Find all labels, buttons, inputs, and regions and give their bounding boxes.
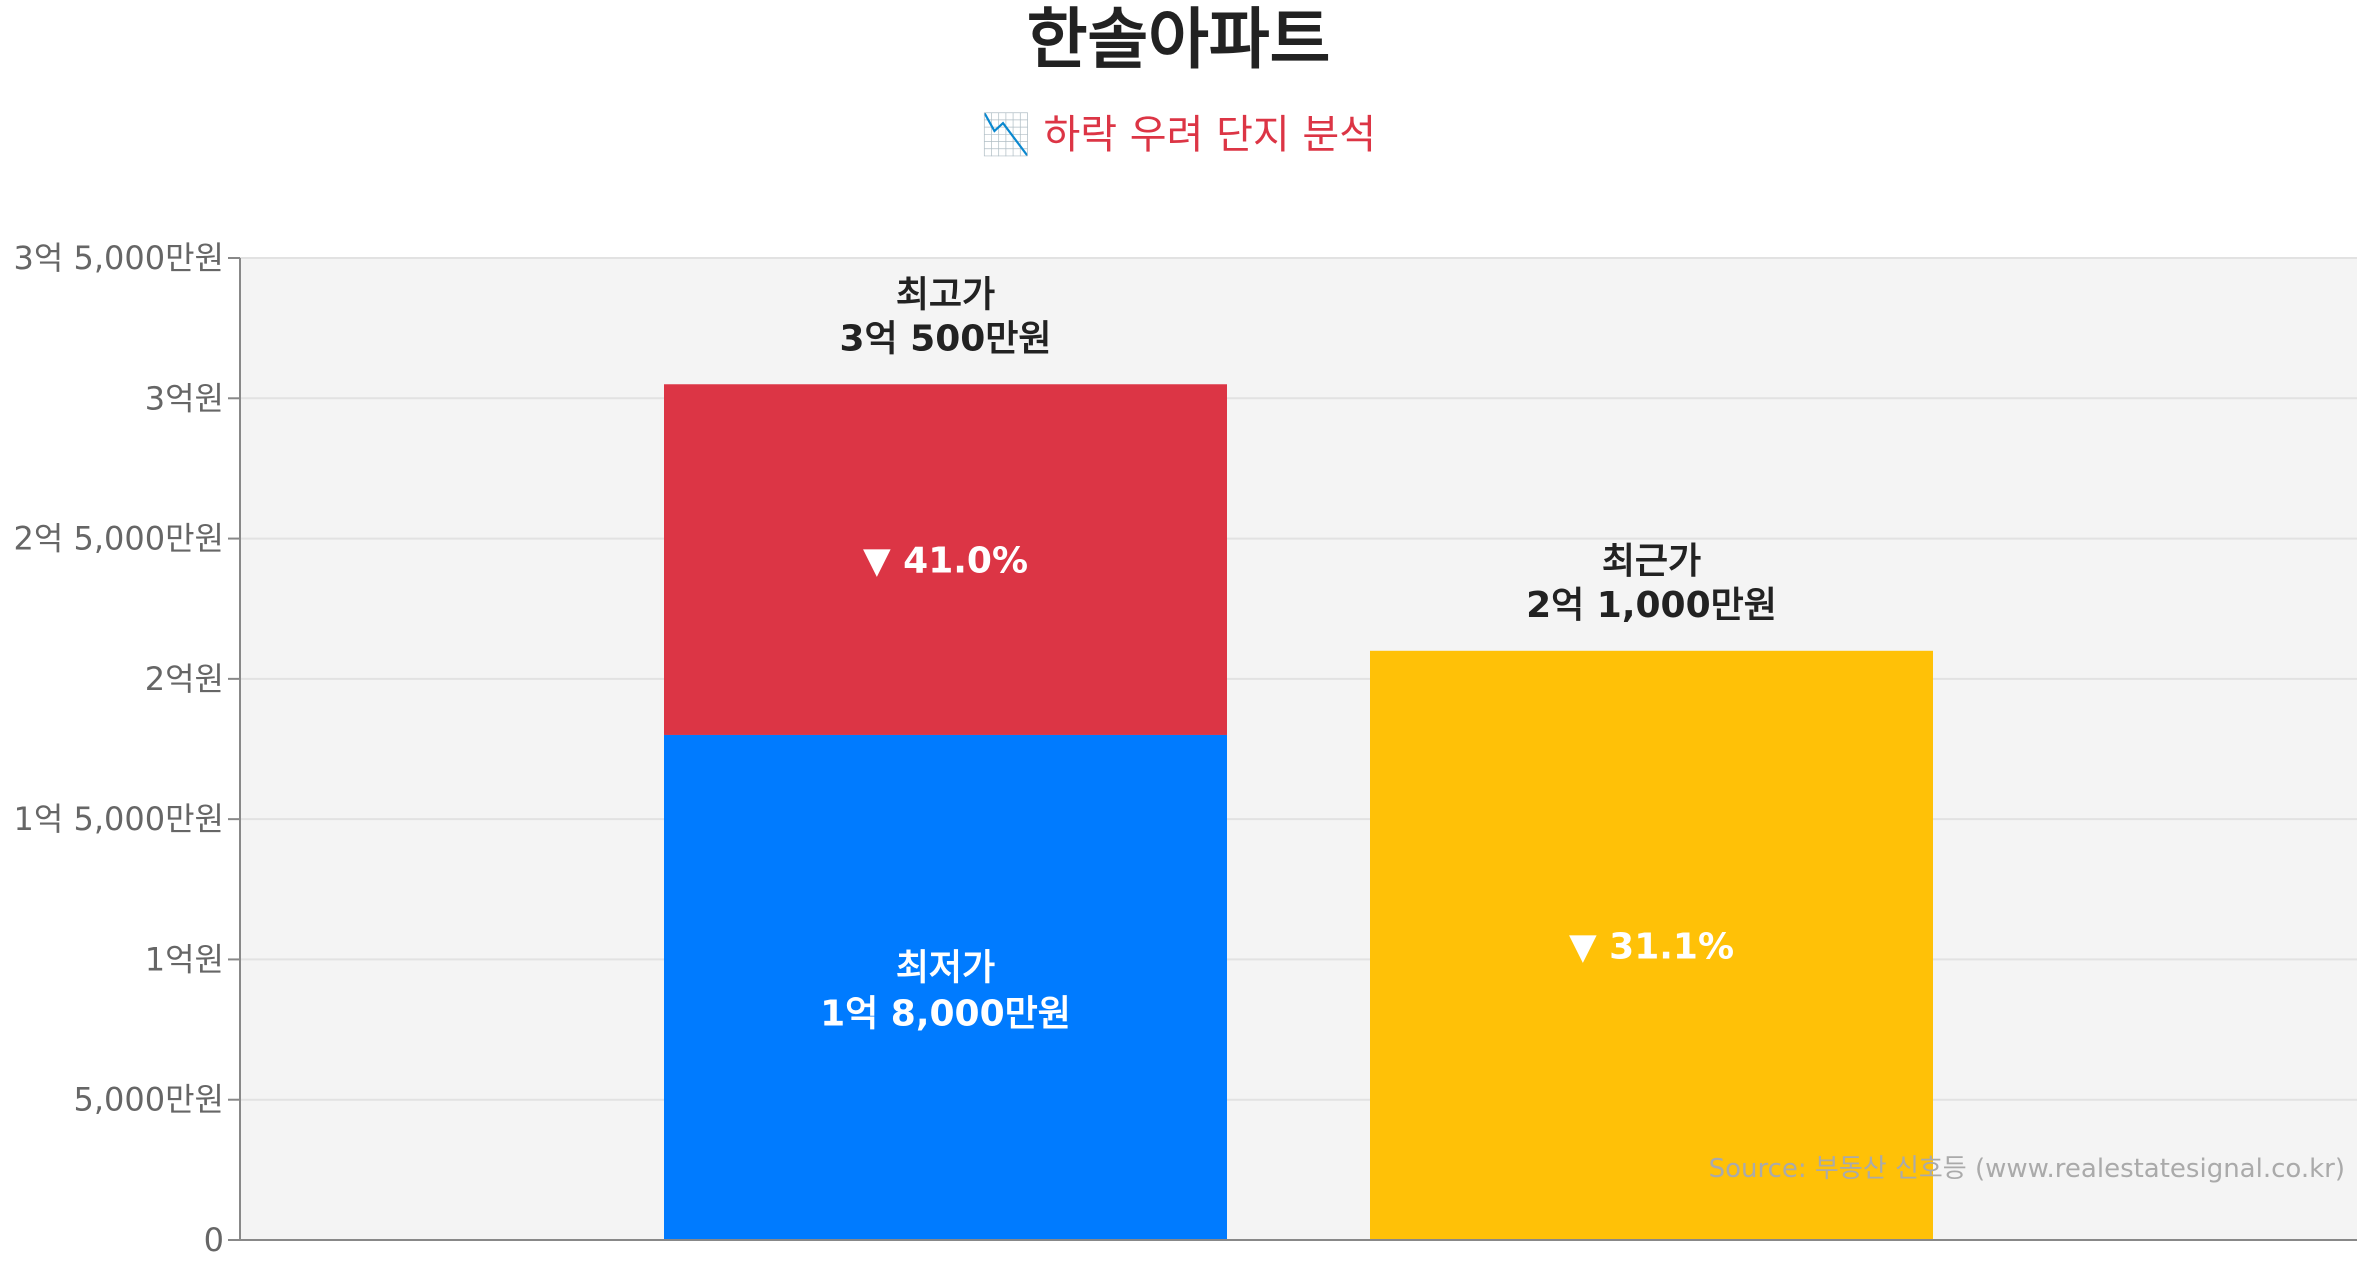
y-tick-label: 0 bbox=[204, 1221, 224, 1259]
y-tick-label: 3억원 bbox=[145, 379, 224, 417]
bars bbox=[664, 384, 1933, 1240]
chart-subtitle: 📉 하락 우려 단지 분석 bbox=[980, 112, 1377, 158]
y-tick-label: 2억 5,000만원 bbox=[14, 520, 224, 558]
chart-title: 한솔아파트 bbox=[1026, 1, 1331, 78]
y-tick-label: 1억원 bbox=[145, 940, 224, 978]
recent-price-value: 2억 1,000만원 bbox=[1526, 585, 1777, 626]
source-note: Source: 부동산 신호등 (www.realestatesignal.co… bbox=[1708, 1154, 2345, 1184]
bar-max-segment bbox=[664, 384, 1227, 735]
min-price-value: 1억 8,000만원 bbox=[820, 993, 1071, 1034]
min-price-title: 최저가 bbox=[896, 947, 995, 988]
y-tick-label: 3억 5,000만원 bbox=[14, 239, 224, 277]
y-tick-label: 1억 5,000만원 bbox=[14, 800, 224, 838]
bar-min-segment bbox=[664, 734, 1227, 1240]
plot-area bbox=[240, 258, 2357, 1240]
max-price-title: 최고가 bbox=[896, 274, 995, 315]
recent-drop-percent: ▼ 31.1% bbox=[1569, 926, 1734, 967]
max-price-value: 3억 500만원 bbox=[839, 318, 1051, 359]
y-axis-ticks: 0 5,000만원 1억원 1억 5,000만원 2억원 2억 5,000만원 3억원 3억 … bbox=[14, 239, 240, 1259]
y-tick-label: 2억원 bbox=[145, 660, 224, 698]
bar-recent bbox=[1370, 650, 1933, 1240]
max-drop-percent: ▼ 41.0% bbox=[863, 541, 1028, 582]
y-tick-label: 5,000만원 bbox=[74, 1081, 225, 1119]
grid-lines bbox=[240, 257, 2357, 1241]
recent-price-title: 최근가 bbox=[1602, 541, 1701, 582]
